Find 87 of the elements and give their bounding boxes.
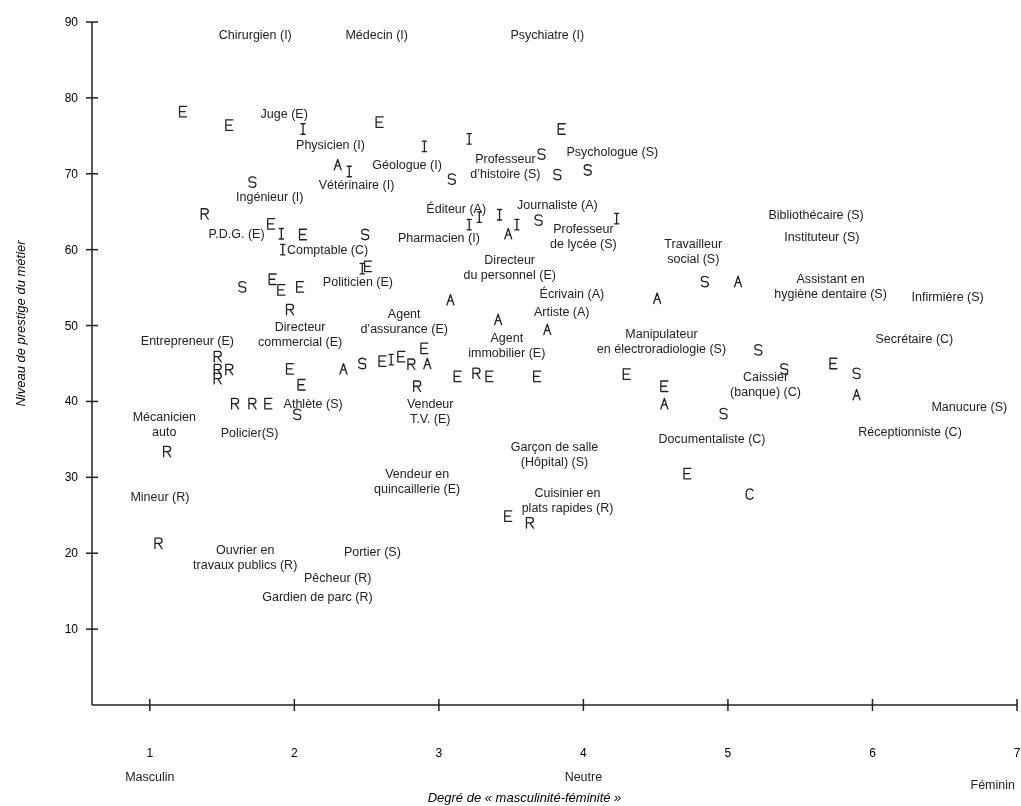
point [557, 123, 566, 135]
annotation: Directeur commercial (E) [258, 320, 343, 350]
point [525, 516, 535, 529]
annotation: Psychiatre (I) [510, 27, 585, 42]
annotation: Assistant en hygiène dentaire (S) [774, 272, 887, 302]
x-tick-label: 5 [724, 746, 732, 760]
point [447, 173, 457, 185]
annotation: Agent immobilier (E) [468, 330, 546, 360]
annotation: Comptable (C) [286, 243, 369, 258]
y-tick-label: 90 [64, 15, 79, 29]
annotation: Manipulateur en électroradiologie (S) [596, 326, 727, 356]
x-tick-label: 3 [435, 746, 443, 760]
annotation: Secrétaire (C) [875, 332, 954, 347]
x-tick-label: 6 [869, 746, 877, 760]
annotation: Chirurgien (I) [218, 27, 292, 42]
point [200, 208, 209, 220]
point [178, 105, 188, 118]
annotation: Réceptionniste (C) [858, 424, 962, 439]
y-tick-label: 80 [64, 90, 79, 105]
annotation: Instituteur (S) [784, 229, 860, 244]
annotation: P.D.G. (E) [208, 226, 265, 241]
y-tick-label: 70 [64, 166, 79, 181]
annotation: Géologue (I) [372, 157, 442, 172]
annotation: Travailleur social (S) [664, 237, 723, 267]
annotation: Caissier (banque) (C) [730, 370, 801, 400]
annotation: Vendeur en quincaillerie (E) [374, 466, 461, 496]
y-tick-label: 60 [64, 242, 79, 257]
x-tick-label: 1 [146, 746, 154, 760]
annotation: Écrivain (A) [539, 286, 605, 302]
annotation: Mineur (R) [130, 490, 190, 505]
x-tick-label: 4 [580, 746, 588, 760]
annotation: Politicien (E) [322, 274, 394, 289]
annotation: Cuisinier en plats rapides (R) [521, 486, 614, 516]
annotation: Médecin (I) [345, 27, 408, 42]
point [285, 362, 295, 375]
y-tick-label: 30 [64, 470, 79, 485]
annotation: Mécanicien auto [132, 409, 196, 439]
annotation: Professeur d’histoire (S) [470, 152, 541, 182]
annotation: Gardien de parc (R) [262, 590, 373, 605]
x-tick-label: 7 [1013, 746, 1021, 760]
annotation: Juge (E) [260, 106, 308, 121]
annotation: Éditeur (A) [426, 201, 487, 217]
point [745, 488, 754, 500]
text: Masculin [125, 770, 175, 784]
x-tick-label: 2 [291, 746, 298, 760]
annotation: Professeur de lycée (S) [550, 222, 617, 252]
text: Féminin [970, 778, 1016, 792]
point [363, 260, 373, 273]
annotation: Garçon de salle (Hôpital) (S) [510, 440, 599, 470]
y-axis-title: Niveau de prestige du métier [12, 239, 28, 407]
point [504, 510, 513, 522]
point [583, 164, 592, 176]
annotation: Manucure (S) [931, 399, 1008, 414]
text: Neutre [564, 770, 603, 784]
point [652, 292, 662, 305]
annotation: Documentaliste (C) [658, 431, 766, 446]
annotation: Psychologue (S) [566, 144, 659, 159]
point [285, 303, 295, 316]
annotation: Entrepreneur (E) [140, 334, 234, 349]
point [295, 280, 305, 293]
point [230, 397, 240, 410]
point [493, 313, 503, 326]
point [534, 214, 543, 226]
y-tick-label: 10 [64, 622, 79, 637]
annotation: Ouvrier en travaux publics (R) [193, 543, 298, 573]
point [733, 275, 743, 288]
annotation: Vétérinaire (I) [318, 178, 395, 193]
annotation: Pharmacien (I) [397, 230, 480, 245]
annotation: Directeur du personnel (E) [463, 253, 556, 283]
annotation: Pêcheur (R) [304, 570, 372, 585]
annotation: Athlète (S) [283, 396, 343, 411]
annotation: Policier(S) [220, 425, 279, 440]
point [298, 228, 308, 241]
y-tick-label: 20 [64, 546, 79, 561]
annotation: Portier (S) [343, 545, 401, 560]
y-tick-label: 50 [64, 318, 79, 333]
y-tick-label: 40 [64, 394, 79, 409]
annotation: Artiste (A) [533, 304, 590, 319]
annotation: Vendeur T.V. (E) [406, 396, 454, 426]
annotation: Infirmière (S) [911, 289, 984, 304]
annotation: Ingénieur (I) [236, 189, 304, 204]
annotation: Bibliothécaire (S) [768, 207, 864, 222]
annotation: Journaliste (A) [517, 197, 598, 212]
annotation: Physicien (I) [296, 137, 365, 152]
point [537, 148, 546, 160]
x-axis-title: Degré de « masculinité-féminité » [427, 790, 622, 805]
annotation: Agent d’assurance (E) [360, 307, 448, 337]
